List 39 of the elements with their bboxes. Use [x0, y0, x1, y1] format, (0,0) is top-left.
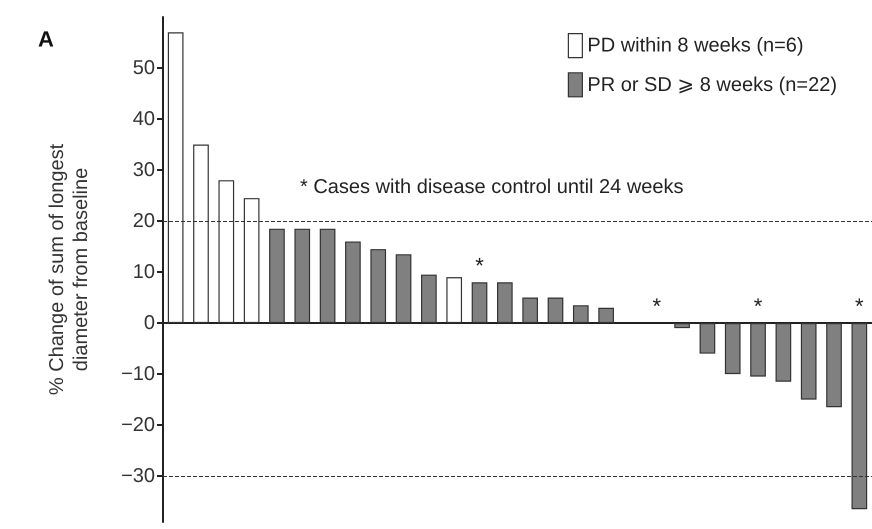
bar	[522, 298, 538, 324]
y-tick-label: 10	[132, 261, 155, 284]
y-axis-title: % Change of sum of longest diameter from baseline	[46, 143, 92, 396]
annotation: * Cases with disease control until 24 weeks	[300, 176, 684, 198]
bar	[320, 228, 336, 324]
data-label: *	[475, 252, 484, 278]
y-tick-label: 50	[132, 57, 155, 80]
bar	[496, 282, 513, 324]
text: A	[38, 26, 54, 52]
bar	[826, 323, 842, 408]
bar	[370, 249, 386, 324]
y-tick-label: 40	[132, 108, 155, 130]
bar	[800, 323, 817, 400]
bar	[472, 282, 488, 324]
y-tick-label: 0	[144, 312, 155, 334]
legend-label: PR or SD ⩾ 8 weeks (n=22)	[587, 74, 838, 96]
data-label: *	[855, 294, 864, 319]
bar	[548, 298, 564, 324]
y-tick-label: −20	[121, 414, 155, 436]
bar	[345, 241, 361, 324]
data-label: *	[754, 294, 763, 319]
bar	[674, 323, 690, 328]
bar	[396, 254, 412, 324]
bar	[446, 277, 462, 324]
data-label: *	[652, 294, 662, 319]
y-tick-label: −30	[121, 465, 155, 488]
bar	[269, 228, 285, 324]
bar	[598, 308, 614, 324]
bar	[724, 323, 741, 374]
bar	[294, 228, 310, 324]
bar	[776, 323, 792, 382]
y-tick-label: 30	[132, 159, 155, 182]
bar	[750, 323, 766, 377]
y-tick-label: −10	[121, 363, 155, 386]
bar	[421, 274, 437, 324]
legend-label: PD within 8 weeks (n=6)	[587, 34, 804, 57]
bar	[572, 305, 589, 324]
bar	[700, 323, 716, 354]
y-tick-label: 20	[132, 210, 155, 232]
